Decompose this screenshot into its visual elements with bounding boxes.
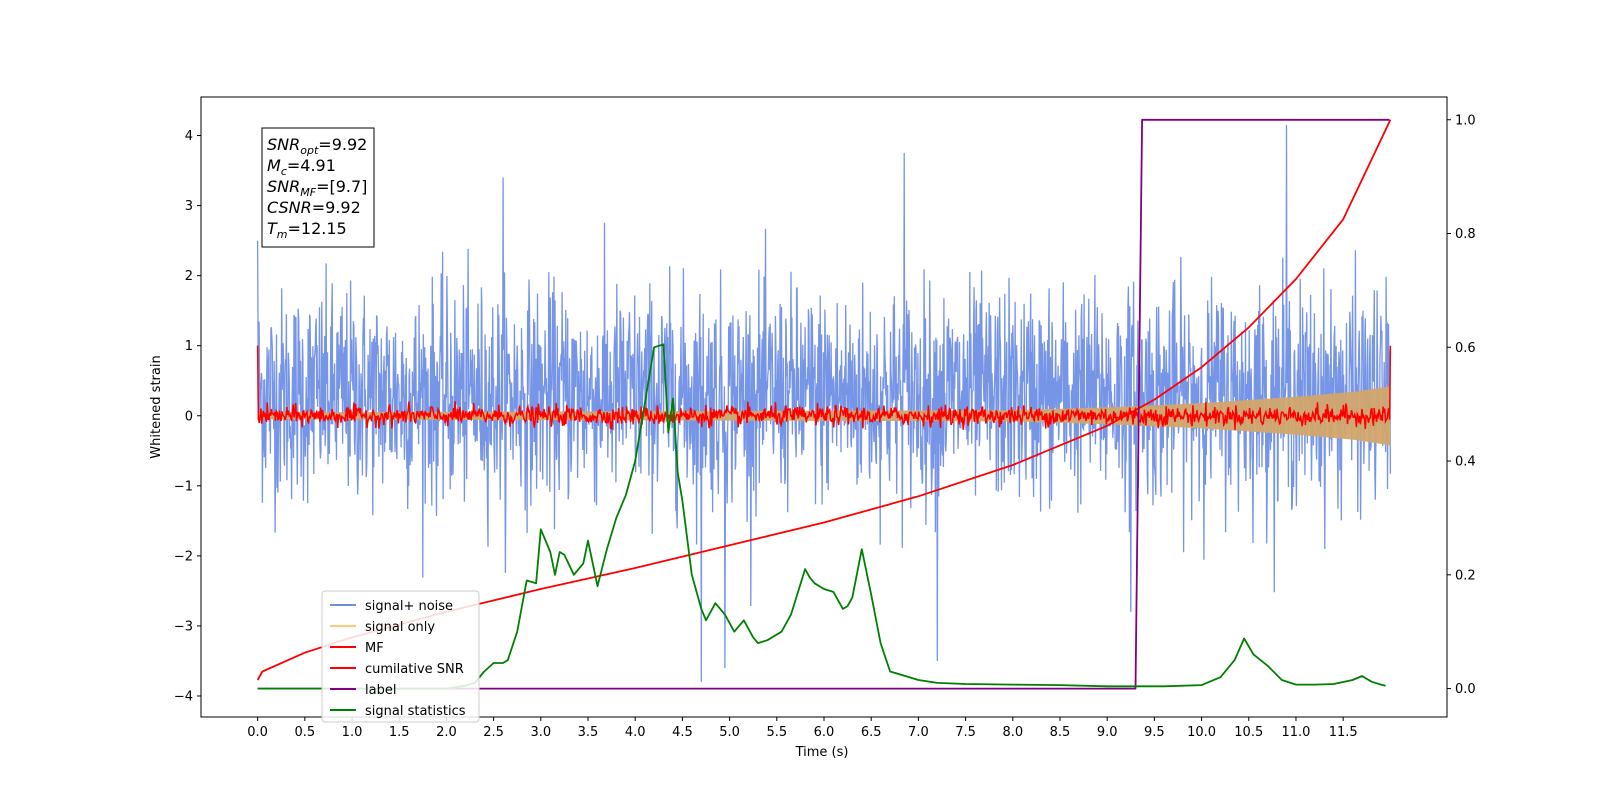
- x-tick-label: 11.5: [1329, 725, 1358, 740]
- x-tick-label: 1.5: [389, 725, 410, 740]
- annotation-line: SNRMF=[9.7]: [267, 177, 367, 199]
- x-tick-label: 4.0: [625, 725, 646, 740]
- y-tick-label: −2: [174, 549, 193, 564]
- x-tick-label: 10.0: [1187, 725, 1216, 740]
- x-tick-label: 9.0: [1097, 725, 1118, 740]
- y-tick-label: 2: [185, 269, 193, 284]
- x-tick-label: 5.0: [719, 725, 740, 740]
- y-tick-label: −4: [174, 689, 193, 704]
- annotation-frame: [261, 127, 375, 248]
- x-tick-label: 2.5: [483, 725, 504, 740]
- x-tick-label: 0.5: [294, 725, 315, 740]
- x-tick-label: 8.5: [1050, 725, 1071, 740]
- legend-label: signal only: [365, 620, 435, 635]
- x-tick-label: 8.0: [1002, 725, 1023, 740]
- y2-tick-label: 0.4: [1455, 455, 1476, 470]
- x-tick-label: 11.0: [1281, 725, 1310, 740]
- y2-tick-label: 0.0: [1455, 682, 1476, 697]
- series-mf: [256, 345, 1392, 430]
- x-tick-label: 9.5: [1144, 725, 1165, 740]
- legend-label: signal statistics: [365, 704, 466, 719]
- y-tick-label: 4: [185, 129, 193, 144]
- legend-frame: [321, 590, 480, 723]
- y2-tick-label: 0.6: [1455, 341, 1476, 356]
- annotation-line: SNRopt=9.92: [267, 135, 367, 157]
- x-tick-label: 7.5: [955, 725, 976, 740]
- y2-tick-label: 1.0: [1455, 113, 1476, 128]
- x-tick-label: 1.0: [342, 725, 363, 740]
- x-tick-label: 10.5: [1234, 725, 1263, 740]
- annotation-line: CSNR=9.92: [267, 198, 361, 217]
- x-axis-label: Time (s): [795, 745, 849, 760]
- x-tick-label: 5.5: [766, 725, 787, 740]
- legend-label: label: [365, 683, 396, 698]
- annotation-line: Mc=4.91: [267, 156, 336, 178]
- y2-tick-label: 0.2: [1455, 568, 1476, 583]
- x-tick-label: 6.0: [814, 725, 835, 740]
- legend-label: cumilative SNR: [365, 662, 464, 677]
- y-tick-label: 3: [185, 199, 193, 214]
- y-tick-label: −1: [174, 479, 193, 494]
- x-tick-label: 6.5: [861, 725, 882, 740]
- series-label: [257, 118, 1390, 690]
- annotation-line: Tm=12.15: [267, 219, 347, 241]
- x-tick-label: 0.0: [247, 725, 268, 740]
- y-tick-label: −3: [174, 619, 193, 634]
- x-tick-label: 3.0: [530, 725, 551, 740]
- x-tick-label: 4.5: [672, 725, 693, 740]
- y2-tick-label: 0.8: [1455, 227, 1476, 242]
- x-tick-label: 7.0: [908, 725, 929, 740]
- legend-label: MF: [365, 641, 384, 656]
- series-signal-noise: [256, 124, 1392, 683]
- y-tick-label: 0: [185, 409, 193, 424]
- y-tick-label: 1: [185, 339, 193, 354]
- x-tick-label: 2.0: [436, 725, 457, 740]
- legend: signal+ noise signal only MF cumilative SNR…: [321, 590, 480, 723]
- legend-label: signal+ noise: [365, 599, 453, 614]
- axes-layer: 0.0 0.5 1.0 1.5 2.0 2.5 3.0 3.5 4.0 4.5 5.0 5.5 6.0 6…: [174, 113, 1476, 740]
- x-tick-label: 3.5: [578, 725, 599, 740]
- series-signal-statistics: [257, 343, 1386, 690]
- y-axis-label: Whitened strain: [149, 355, 164, 458]
